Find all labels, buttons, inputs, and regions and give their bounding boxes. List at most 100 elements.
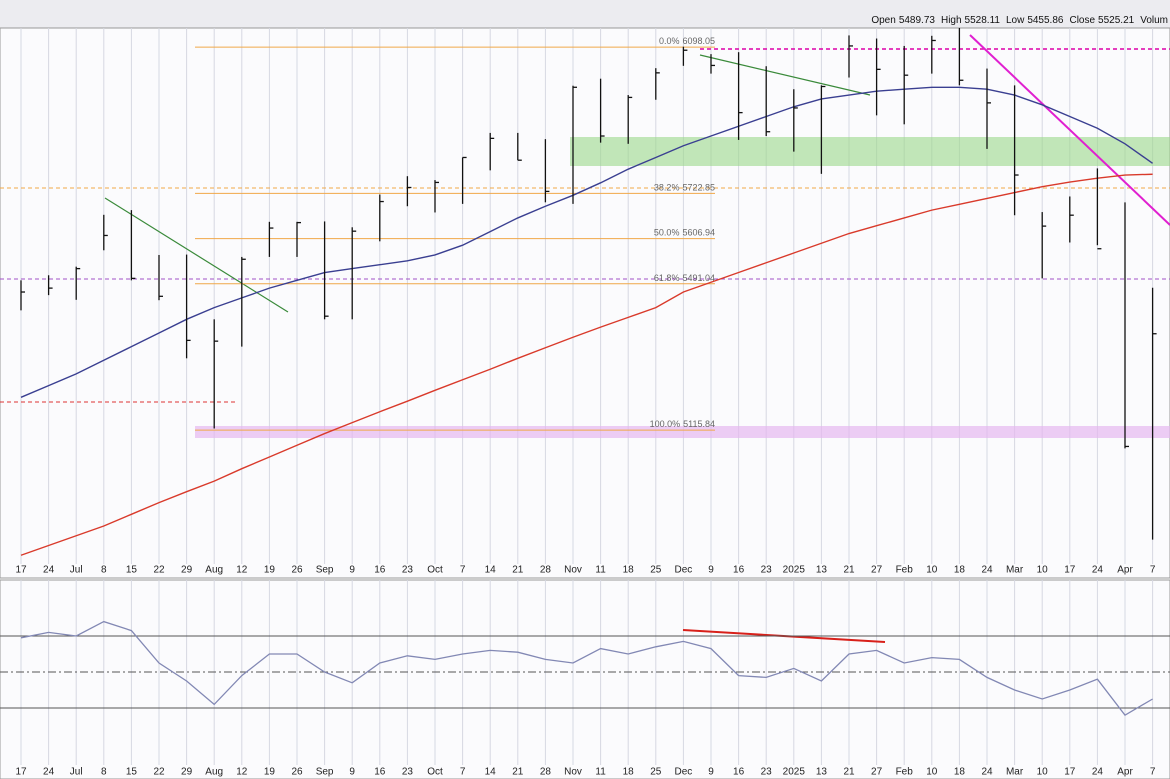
x-tick-label: 28 (540, 565, 552, 576)
x-tick-label: 24 (43, 565, 55, 576)
x-tick-label: 18 (954, 565, 966, 576)
x-tick-label: Apr (1117, 767, 1133, 778)
quote-label: Volum (1140, 15, 1168, 26)
x-tick-label: 24 (981, 767, 993, 778)
x-tick-label: 18 (623, 767, 635, 778)
x-tick-label: 19 (264, 767, 276, 778)
x-tick-label: 17 (1064, 565, 1076, 576)
x-tick-label: 26 (291, 565, 303, 576)
fib-label: 61.8% 5491.04 (654, 273, 715, 283)
x-tick-label: 23 (402, 565, 414, 576)
x-tick-label: 10 (1037, 565, 1049, 576)
x-tick-label: 16 (733, 565, 745, 576)
moving-average (20, 173, 1153, 556)
x-tick-label: 17 (15, 767, 27, 778)
x-tick-label: 13 (816, 565, 828, 576)
x-tick-label: 9 (708, 565, 714, 576)
x-tick-label: 7 (1150, 565, 1156, 576)
x-tick-label: 17 (15, 565, 27, 576)
x-tick-label: Feb (896, 565, 914, 576)
quote-label: Close (1069, 15, 1095, 26)
x-tick-label: 29 (181, 565, 193, 576)
quote-text: Open 5489.73 High 5528.11 Low 5455.86 Close 552… (871, 15, 1168, 26)
x-tick-label: 10 (1037, 767, 1049, 778)
x-tick-label: Apr (1117, 565, 1133, 576)
x-tick-label: Mar (1006, 565, 1024, 576)
quote-value: 5528.11 (965, 15, 1001, 26)
x-tick-label: Jul (70, 767, 83, 778)
x-tick-label: 16 (374, 767, 386, 778)
quote-header: Open 5489.73 High 5528.11 Low 5455.86 Close 552… (871, 15, 1168, 26)
x-tick-label: 26 (291, 767, 303, 778)
x-tick-label: 14 (485, 565, 497, 576)
x-tick-label: 18 (623, 565, 635, 576)
quote-label: High (941, 15, 962, 26)
fib-value: 6098.05 (682, 36, 715, 46)
fib-value: 5491.04 (682, 273, 715, 283)
fib-value: 5722.85 (682, 183, 715, 193)
fib-percent: 50.0% (654, 228, 680, 238)
x-tick-label: 7 (460, 565, 466, 576)
x-tick-label: Dec (675, 767, 693, 778)
x-tick-label: Sep (316, 767, 334, 778)
fib-label: 38.2% 5722.85 (654, 183, 715, 193)
x-tick-label: 27 (871, 767, 883, 778)
x-tick-label: 7 (460, 767, 466, 778)
quote-label: Low (1006, 15, 1025, 26)
x-tick-label: Oct (427, 565, 443, 576)
x-tick-label: 25 (650, 565, 662, 576)
x-tick-label: Nov (564, 565, 582, 576)
x-tick-label: 10 (926, 767, 938, 778)
x-tick-label: 13 (816, 767, 828, 778)
x-tick-label: Sep (316, 565, 334, 576)
x-tick-label: 18 (954, 767, 966, 778)
x-tick-label: 11 (595, 565, 606, 576)
fib-percent: 61.8% (654, 273, 680, 283)
fib-percent: 38.2% (654, 183, 680, 193)
fib-percent: 0.0% (659, 36, 680, 46)
support-zone (570, 137, 1170, 166)
quote-value: 5525.21 (1098, 15, 1135, 26)
x-tick-label: 21 (843, 565, 855, 576)
x-tick-label: Nov (564, 767, 582, 778)
x-tick-label: 16 (733, 767, 745, 778)
x-tick-label: 9 (349, 767, 355, 778)
x-tick-label: Mar (1006, 767, 1024, 778)
rsi-line (20, 620, 1153, 717)
x-tick-label: Aug (205, 767, 223, 778)
fib-value: 5115.84 (683, 420, 715, 430)
x-tick-label: 9 (708, 767, 714, 778)
x-tick-label: 24 (1092, 565, 1104, 576)
x-tick-label: 8 (101, 565, 107, 576)
fib-value: 5606.94 (682, 228, 715, 238)
support-zone (195, 426, 1170, 438)
x-tick-label: Dec (675, 565, 693, 576)
x-tick-label: Aug (205, 565, 223, 576)
quote-label: Open (871, 15, 895, 26)
x-tick-label: 22 (153, 767, 165, 778)
x-tick-label: 19 (264, 565, 276, 576)
fib-label: 100.0% 5115.84 (650, 420, 715, 430)
fib-label: 50.0% 5606.94 (654, 228, 715, 238)
x-tick-label: 24 (43, 767, 55, 778)
x-tick-label: 23 (402, 767, 414, 778)
plot: 17 24 Jul 8 15 22 29 Aug 12 19 26 Sep 9 16 23 Oct 7 14 21 2… (0, 28, 1170, 778)
fib-percent: 100.0% (650, 420, 681, 430)
x-tick-label: 29 (181, 767, 193, 778)
x-tick-label: 16 (374, 565, 386, 576)
x-tick-label: 22 (153, 565, 165, 576)
x-tick-label: Jul (70, 565, 83, 576)
x-tick-label: 17 (1064, 767, 1076, 778)
x-tick-label: 28 (540, 767, 552, 778)
x-tick-label: 14 (485, 767, 497, 778)
x-tick-label: Feb (896, 767, 914, 778)
price-panel (0, 27, 1170, 579)
rsi-panel (0, 579, 1170, 779)
x-tick-label: 7 (1150, 767, 1156, 778)
x-tick-label: 2025 (783, 565, 806, 576)
x-tick-label: 23 (761, 565, 773, 576)
x-tick-label: 12 (236, 565, 248, 576)
trendline (969, 34, 1170, 226)
